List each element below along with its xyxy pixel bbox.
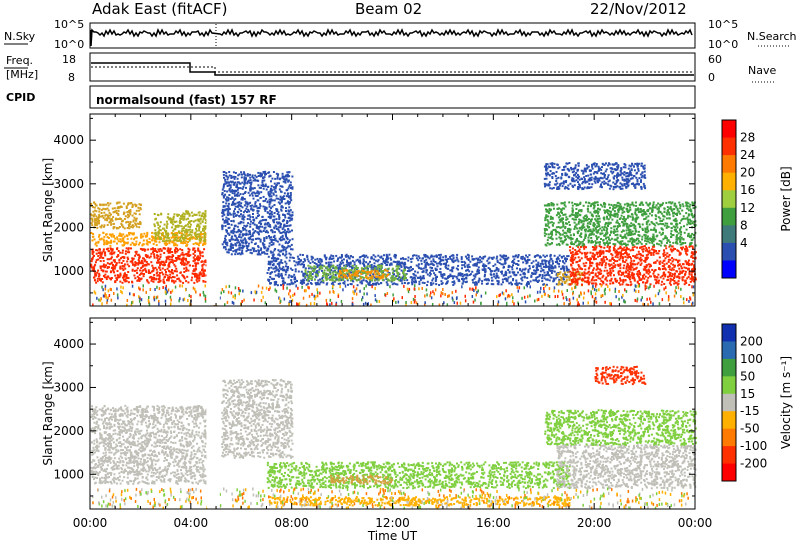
data-region-i	[268, 496, 571, 507]
data-region-e	[221, 170, 294, 256]
colorbar-tick-label: -100	[740, 439, 767, 453]
colorbar-tick-label: 4	[740, 236, 748, 250]
data-region-f	[556, 444, 697, 490]
y-tick-label: 3000	[53, 177, 84, 191]
nsky-label: N.Sky	[4, 30, 36, 43]
velocity-panel: 1000 2000 3000 4000 00:00 04:00 08:00 12:00 16:0…	[41, 317, 793, 543]
colorbar-segment	[722, 324, 736, 342]
y-axis-title: Slant Range [km]	[41, 361, 55, 465]
x-tick-label: 00:00	[678, 516, 713, 530]
colorbar-segment	[722, 463, 736, 482]
colorbar-title: Power [dB]	[779, 166, 793, 231]
freq-unit: [MHz]	[6, 68, 38, 81]
data-region-h	[594, 365, 647, 386]
radar-title: Adak East (fitACF)	[92, 0, 227, 18]
nave-tick-high: 60	[708, 53, 722, 66]
colorbar-tick-label: 200	[740, 334, 763, 348]
power-panel: 1000 2000 3000 4000 Slant Range [km] 28 24 20 16…	[41, 113, 793, 307]
y-tick-label: 1000	[53, 467, 84, 481]
colorbar-segment	[722, 155, 736, 174]
x-axis-title: Time UT	[367, 529, 418, 543]
cpid-text: normalsound (fast) 157 RF	[96, 93, 277, 107]
colorbar-tick-label: -15	[740, 404, 760, 418]
nsky-panel: N.Sky 10^5 10^0 10^5 10^0 N.Search	[4, 18, 797, 51]
colorbar-title: Velocity [m s⁻¹]	[779, 356, 793, 449]
nave-label: Nave	[748, 64, 776, 77]
y-axis-title: Slant Range [km]	[41, 158, 55, 262]
colorbar-segment	[722, 172, 736, 191]
colorbar-tick-label: -200	[740, 457, 767, 471]
colorbar-tick-label: 100	[740, 352, 763, 366]
nsearch-tick-high: 10^5	[708, 18, 738, 31]
colorbar-segment	[722, 260, 736, 279]
x-tick-label: 20:00	[577, 516, 612, 530]
nsky-tick-low: 10^0	[54, 38, 84, 51]
data-region-b	[90, 404, 208, 446]
colorbar-segment	[722, 341, 736, 360]
colorbar-tick-label: -50	[740, 422, 760, 436]
y-tick-label: 4000	[53, 133, 84, 147]
colorbar-segment	[722, 393, 736, 412]
freq-tick-high: 18	[62, 53, 76, 66]
y-tick-label: 3000	[53, 380, 84, 394]
data-region-j	[569, 244, 697, 287]
colorbar-segment	[722, 225, 736, 244]
data-region-a	[90, 247, 208, 284]
colorbar-segment	[722, 190, 736, 209]
colorbar-tick-label: 16	[740, 183, 755, 197]
beam-title: Beam 02	[355, 0, 422, 18]
nsky-tick-high: 10^5	[54, 18, 84, 31]
colorbar-frame	[721, 119, 737, 279]
freq-panel: Freq. [MHz] 18 8 60 0 Nave	[4, 52, 776, 84]
data-region-c	[221, 378, 294, 459]
y-tick-label: 2000	[53, 220, 84, 234]
colorbar-tick-label: 28	[740, 131, 755, 145]
colorbar-tick-label: 8	[740, 218, 748, 232]
x-tick-label: 00:00	[73, 516, 108, 530]
colorbar-segment	[722, 411, 736, 430]
data-region-g	[544, 409, 697, 446]
colorbar-segment	[722, 376, 736, 395]
nsearch-tick-low: 10^0	[708, 38, 738, 51]
date-title: 22/Nov/2012	[590, 0, 687, 18]
data-region-c	[90, 201, 142, 230]
colorbar-tick-label: 50	[740, 369, 755, 383]
x-tick-label: 08:00	[274, 516, 309, 530]
nsearch-label: N.Search	[747, 30, 797, 43]
colorbar-tick-label: 12	[740, 201, 755, 215]
colorbar-segment	[722, 428, 736, 447]
colorbar-segment	[722, 446, 736, 465]
cpid-label: CPID	[6, 91, 35, 104]
nave-trace	[91, 66, 694, 73]
colorbar-frame	[721, 323, 737, 482]
colorbar-tick-label: 20	[740, 166, 755, 180]
nsky-trace	[90, 28, 693, 47]
colorbar-segment	[722, 137, 736, 156]
y-tick-label: 4000	[53, 337, 84, 351]
freq-label: Freq.	[6, 54, 33, 67]
nave-tick-low: 0	[708, 71, 715, 84]
data-region-e	[330, 474, 393, 485]
x-tick-label: 12:00	[375, 516, 410, 530]
colorbar-segment	[722, 358, 736, 377]
x-tick-label: 16:00	[476, 516, 511, 530]
colorbar-segment	[722, 242, 736, 261]
freq-trace	[91, 62, 694, 76]
freq-tick-low: 8	[68, 71, 75, 84]
data-region-k	[543, 201, 697, 247]
colorbar-tick-label: 15	[740, 387, 755, 401]
colorbar-segment	[722, 120, 736, 139]
colorbar-tick-label: 24	[740, 148, 755, 162]
data-gap	[206, 115, 220, 305]
y-tick-label: 2000	[53, 424, 84, 438]
cpid-panel: CPID normalsound (fast) 157 RF	[6, 85, 696, 109]
data-region-l	[543, 162, 647, 191]
y-tick-label: 1000	[53, 264, 84, 278]
colorbar-segment	[722, 207, 736, 226]
data-region-h	[338, 269, 389, 280]
x-tick-label: 04:00	[174, 516, 209, 530]
data-gap	[206, 319, 220, 508]
